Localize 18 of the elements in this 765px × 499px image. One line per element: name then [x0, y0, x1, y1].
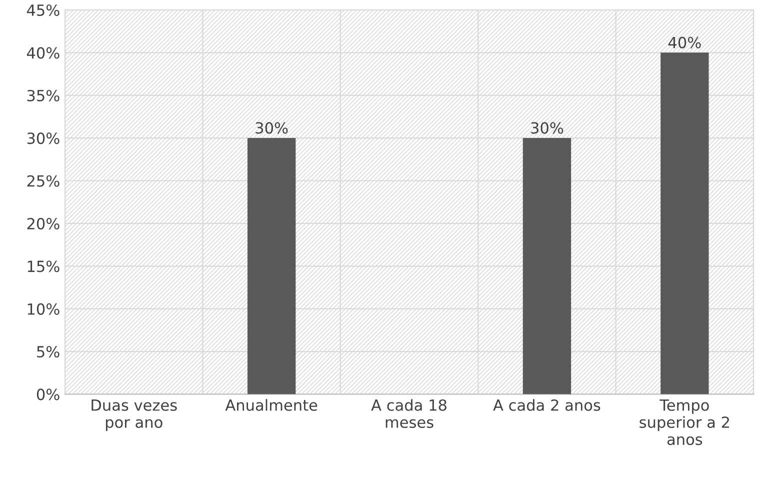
x-tick-label: A cada 2 anos [493, 399, 600, 411]
x-tick-label: Anualmente [225, 399, 318, 411]
x-tick-label: A cada 18 meses [371, 399, 446, 428]
y-tick-label: 30% [27, 132, 60, 144]
y-tick-label: 15% [28, 260, 60, 272]
data-label: 30% [256, 122, 288, 134]
y-tick-label: 45% [26, 4, 60, 16]
x-tick-label: Tempo superior a 2 anos [640, 400, 729, 446]
y-tick-label: 10% [28, 303, 60, 315]
data-label: 40% [668, 36, 701, 48]
data-label: 30% [531, 122, 564, 134]
y-tick-label: 20% [27, 218, 60, 230]
y-tick-label: 40% [26, 47, 60, 59]
y-tick-label: 5% [37, 346, 60, 358]
y-tick-label: 25% [27, 175, 60, 187]
y-tick-label: 0% [36, 388, 60, 400]
x-tick-label: Duas vezes por ano [92, 400, 177, 431]
y-tick-label: 35% [27, 90, 60, 102]
